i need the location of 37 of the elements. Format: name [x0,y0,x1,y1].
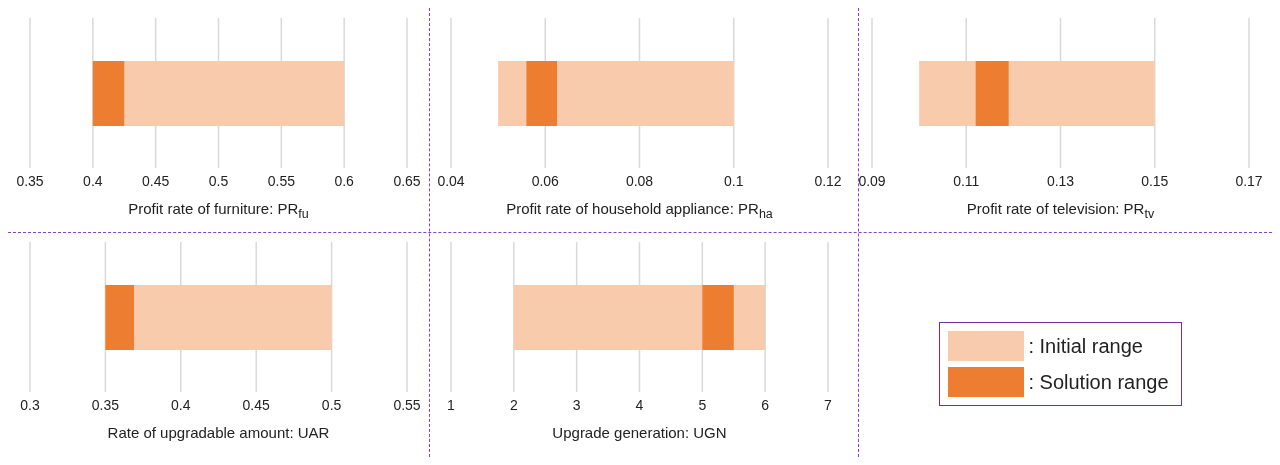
x-tick-label: 0.5 [208,172,229,189]
x-tick-label: 0.09 [858,172,886,189]
x-tick-label: 0.08 [625,172,654,189]
x-axis-title: Profit rate of television: PR$_{tv}$ [965,200,1156,221]
x-tick-label: 0.3 [20,396,40,413]
x-tick-label: 4 [635,396,644,413]
x-tick-label: 2 [509,396,518,413]
x-tick-label: 0.6 [334,172,355,189]
x-axis-title: Upgrade generation: UGN [551,424,728,441]
x-tick-label: 7 [824,396,833,413]
x-tick-label: 0.45 [142,172,170,189]
x-tick-label: 0.4 [171,396,191,413]
x-tick-label: 0.04 [437,172,465,189]
x-tick-label: 0.65 [393,172,421,189]
x-tick-label: 0.13 [1046,172,1075,189]
x-tick-label: 0.17 [1235,172,1263,189]
legend-label: : Solution range [1028,370,1169,394]
x-tick-label: 0.11 [953,172,980,189]
x-tick-label: 0.55 [393,396,421,413]
x-tick-label: 0.5 [321,396,342,413]
x-axis-title: Profit rate of furniture: PR$_{fu}$ [127,200,310,221]
x-tick-label: 0.1 [724,172,744,189]
legend-label: : Initial range [1028,334,1143,358]
x-tick-label: 5 [698,396,707,413]
x-tick-label: 0.15 [1141,172,1169,189]
x-tick-label: 0.4 [83,172,103,189]
x-tick-label: 0.35 [91,396,120,413]
x-tick-label: 6 [761,396,770,413]
x-tick-label: 0.35 [16,172,44,189]
x-tick-label: 3 [572,396,581,413]
x-tick-label: 0.55 [267,172,296,189]
x-tick-label: 0.12 [814,172,842,189]
x-axis-title: Rate of upgradable amount: UAR [106,424,331,441]
x-tick-label: 0.06 [531,172,560,189]
x-tick-label: 0.45 [242,396,271,413]
x-axis-title: Profit rate of household appliance: PR$_{ha}$ [505,200,774,221]
x-tick-label: 1 [447,396,456,413]
